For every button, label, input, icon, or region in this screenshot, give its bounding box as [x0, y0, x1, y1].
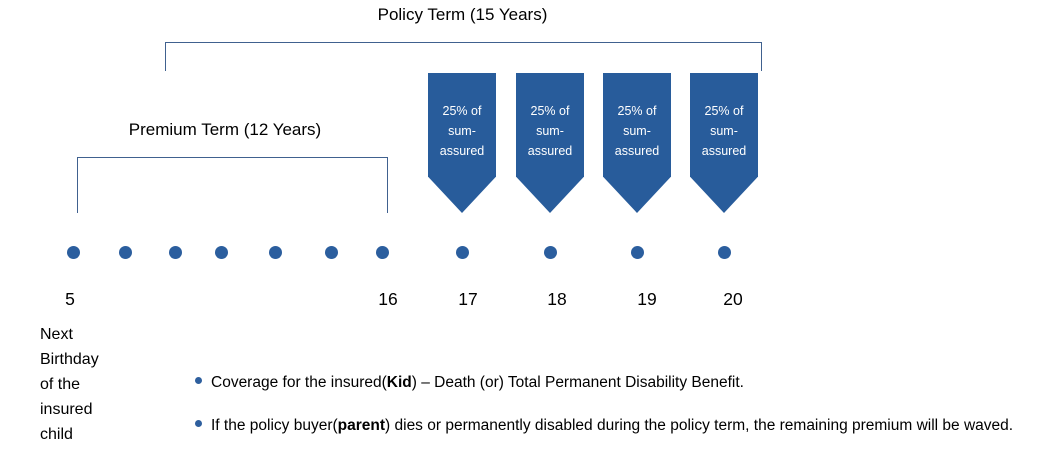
- payout-line: 25% of: [704, 104, 744, 118]
- insured-child-note: Next Birthday of the insured child: [40, 326, 99, 443]
- payout-line: assured: [527, 143, 573, 158]
- premium-term-label: Premium Term (12 Years): [128, 120, 322, 139]
- timeline-dot: [269, 246, 282, 259]
- payout-line: sum-: [536, 123, 564, 138]
- age-label-17: 17: [458, 289, 478, 309]
- timeline-dot: [169, 246, 182, 259]
- age-label-18: 18: [547, 289, 567, 309]
- age-label-20: 20: [723, 289, 743, 309]
- bullet-text: If the policy buyer(parent) dies or perm…: [211, 417, 1014, 434]
- timeline-dot: [631, 246, 644, 259]
- premium-term-bracket: [77, 157, 388, 213]
- bullet-text: Coverage for the insured(Kid) – Death (o…: [211, 374, 744, 391]
- age-label-5: 5: [65, 289, 75, 309]
- timeline-dot: [544, 246, 557, 259]
- timeline-dot: [119, 246, 132, 259]
- payout-line: 25% of: [442, 104, 482, 118]
- payout-arrow-age17: 25% of sum- assured: [428, 73, 496, 213]
- bullet-list: Coverage for the insured(Kid) – Death (o…: [195, 370, 1055, 456]
- payout-arrow-age18: 25% of sum- assured: [516, 73, 584, 213]
- payout-arrow-age19: 25% of sum- assured: [603, 73, 671, 213]
- age-label-16: 16: [378, 289, 398, 309]
- payout-line: assured: [701, 143, 747, 158]
- payout-line: assured: [439, 143, 485, 158]
- timeline-dot: [718, 246, 731, 259]
- payout-line: sum-: [710, 123, 738, 138]
- payout-line: 25% of: [530, 104, 570, 118]
- timeline-dot: [456, 246, 469, 259]
- payout-line: sum-: [448, 123, 476, 138]
- payout-arrow-age20: 25% of sum- assured: [690, 73, 758, 213]
- payout-line: assured: [614, 143, 660, 158]
- policy-term-label: Policy Term (15 Years): [377, 5, 548, 24]
- bullet-item-coverage: Coverage for the insured(Kid) – Death (o…: [195, 370, 1055, 396]
- timeline-dot: [215, 246, 228, 259]
- timeline-dot: [67, 246, 80, 259]
- timeline-dot: [376, 246, 389, 259]
- bullet-dot: [195, 377, 202, 384]
- bullet-dot: [195, 420, 202, 427]
- payout-line: sum-: [623, 123, 651, 138]
- policy-term-bracket: [165, 42, 762, 71]
- age-label-19: 19: [637, 289, 657, 309]
- bullet-item-waiver: If the policy buyer(parent) dies or perm…: [195, 413, 1055, 439]
- payout-line: 25% of: [617, 104, 657, 118]
- timeline-dot: [325, 246, 338, 259]
